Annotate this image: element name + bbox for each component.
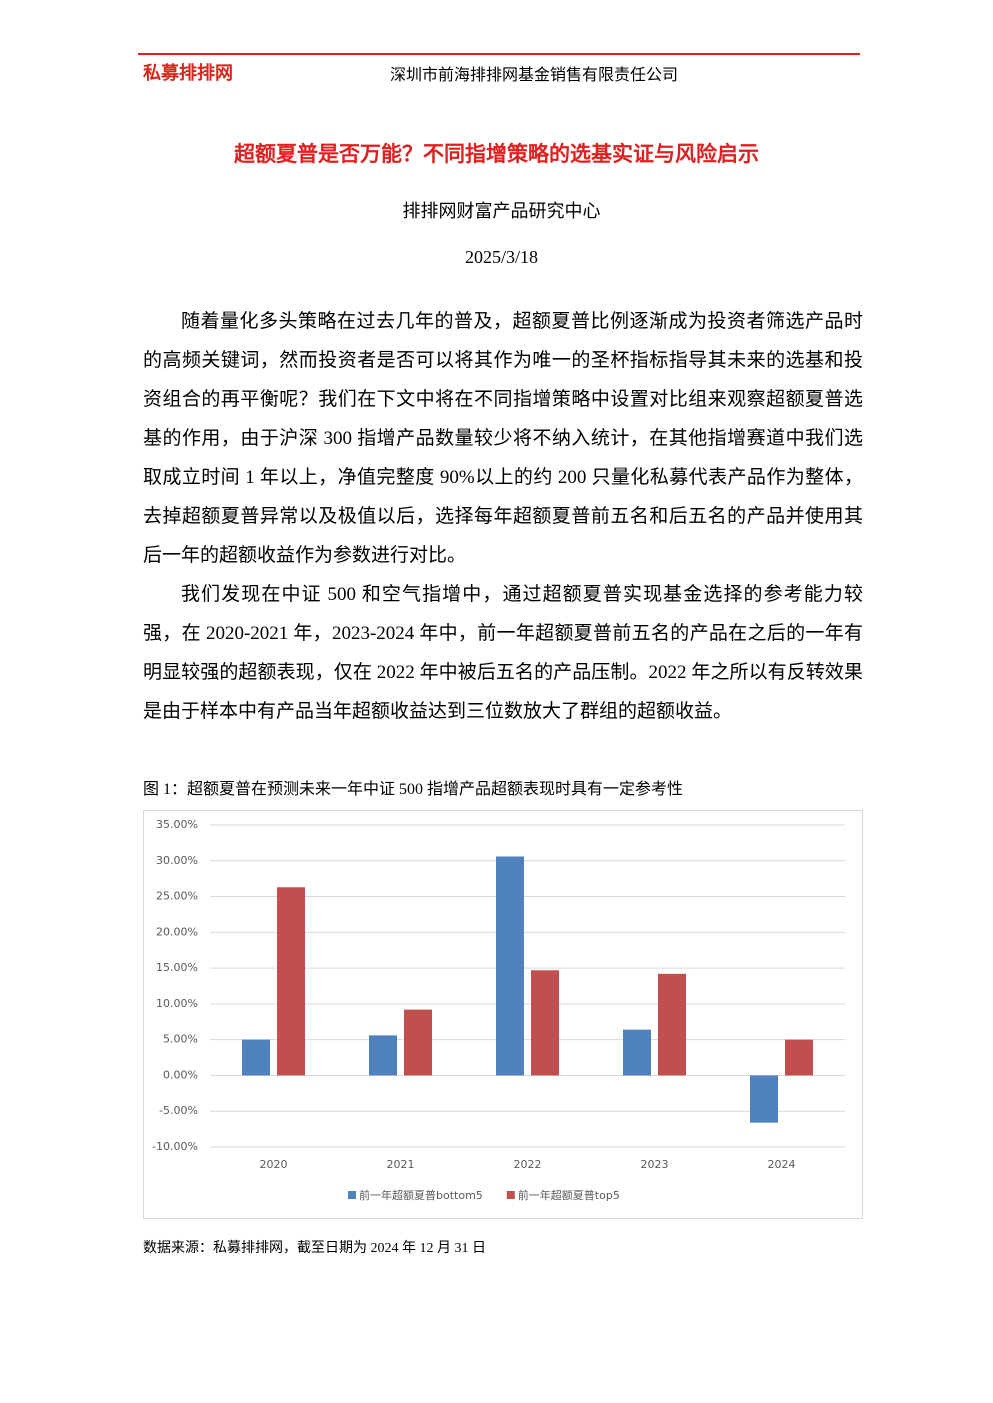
x-tick-label: 2021: [387, 1158, 415, 1171]
y-tick-label: 20.00%: [156, 925, 198, 938]
paragraph: 随着量化多头策略在过去几年的普及，超额夏普比例逐渐成为投资者筛选产品时的高频关键…: [143, 311, 863, 566]
figure-source: 数据来源：私募排排网，截至日期为 2024 年 12 月 31 日: [143, 1241, 486, 1256]
y-tick-label: 25.00%: [156, 890, 198, 903]
y-tick-label: 10.00%: [156, 997, 198, 1010]
bar: [242, 1039, 270, 1076]
x-tick-label: 2024: [768, 1158, 796, 1171]
legend-swatch: [506, 1191, 515, 1199]
bar: [404, 1009, 432, 1076]
header-rule: [138, 53, 860, 55]
y-tick-label: 0.00%: [163, 1068, 198, 1081]
bar: [277, 887, 305, 1076]
legend-label: 前一年超额夏普bottom5: [359, 1188, 483, 1202]
title: 超额夏普是否万能？不同指增策略的选基实证与风险启示: [234, 142, 759, 166]
bar: [785, 1039, 813, 1076]
bar: [623, 1029, 651, 1076]
chart: -10.00% -5.00% 0.00% 5.00% 10.00% 15.00% 20.00…: [143, 810, 863, 1219]
y-tick-label: 15.00%: [156, 961, 198, 974]
bar: [658, 973, 686, 1076]
bar: [369, 1035, 397, 1076]
bar: [750, 1075, 778, 1123]
x-tick-label: 2020: [260, 1158, 288, 1171]
paragraph: 我们发现在中证 500 和空气指增中，通过超额夏普实现基金选择的参考能力较强，在…: [143, 584, 863, 722]
x-tick-label: 2022: [514, 1158, 542, 1171]
bar: [496, 856, 524, 1076]
legend-label: 前一年超额夏普top5: [518, 1188, 620, 1202]
author: 排排网财富产品研究中心: [402, 201, 601, 221]
y-tick-label: 35.00%: [156, 818, 198, 831]
bar: [531, 970, 559, 1076]
y-tick-label: 30.00%: [156, 854, 198, 867]
company: 深圳市前海排排网基金销售有限责任公司: [390, 67, 679, 84]
logo: 私募排排网: [143, 63, 233, 84]
figure-caption: 图 1：超额夏普在预测未来一年中证 500 指增产品超额表现时具有一定参考性: [143, 781, 684, 798]
y-tick-label: -10.00%: [152, 1140, 198, 1153]
y-tick-label: 5.00%: [163, 1033, 198, 1046]
y-tick-label: -5.00%: [159, 1104, 198, 1117]
legend-swatch: [348, 1191, 356, 1199]
x-tick-label: 2023: [641, 1158, 669, 1171]
date: 2025/3/18: [464, 247, 538, 267]
body: 随着量化多头策略在过去几年的普及，超额夏普比例逐渐成为投资者筛选产品时的高频关键…: [143, 302, 863, 731]
